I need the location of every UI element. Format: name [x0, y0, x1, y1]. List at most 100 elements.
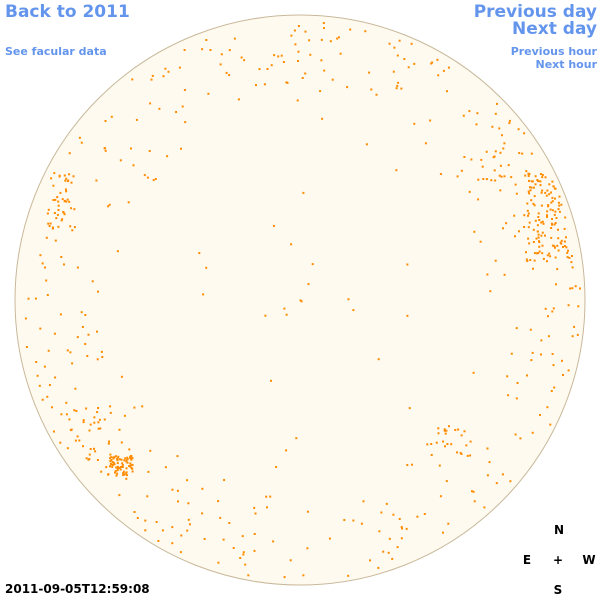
facula-speck: [130, 147, 132, 150]
next-hour-link[interactable]: Next hour: [535, 58, 598, 71]
facula-speck: [183, 49, 186, 51]
facula-speck: [277, 55, 280, 58]
facula-speck: [103, 418, 106, 421]
facula-speck: [540, 173, 542, 175]
facula-speck: [228, 522, 231, 524]
back-to-year-link[interactable]: Back to 2011: [5, 2, 130, 22]
facula-speck: [237, 98, 240, 101]
facula-speck: [413, 122, 416, 125]
facula-speck: [59, 313, 62, 316]
facula-speck: [164, 67, 167, 70]
facula-speck: [56, 213, 59, 216]
facula-speck: [555, 283, 557, 286]
facula-speck: [219, 516, 222, 519]
facula-speck: [297, 25, 300, 27]
facula-speck: [126, 461, 129, 464]
facula-speck: [217, 500, 220, 503]
facula-speck: [51, 227, 54, 230]
facula-speck: [45, 279, 48, 282]
facula-speck: [308, 39, 311, 42]
facula-speck: [148, 150, 151, 152]
facula-speck: [108, 440, 110, 443]
facula-speck: [494, 112, 497, 115]
facula-speck: [532, 186, 535, 189]
facula-speck: [534, 183, 537, 186]
facula-speck: [97, 290, 99, 293]
facula-speck: [444, 445, 446, 448]
facula-speck: [63, 213, 66, 216]
facula-speck: [556, 244, 559, 247]
facula-speck: [120, 375, 123, 378]
facula-speck: [116, 459, 119, 462]
facula-speck: [448, 425, 450, 428]
facula-speck: [551, 196, 554, 199]
facula-speck: [472, 490, 475, 493]
see-facular-data-link[interactable]: See facular data: [5, 45, 107, 58]
facula-speck: [445, 480, 448, 483]
facula-speck: [550, 390, 553, 392]
previous-hour-link[interactable]: Previous hour: [510, 45, 597, 58]
facula-speck: [526, 209, 529, 212]
facula-speck: [540, 191, 543, 194]
facula-speck: [131, 467, 134, 470]
facula-speck: [65, 190, 68, 193]
facula-speck: [541, 244, 544, 247]
facula-speck: [460, 434, 463, 437]
facula-speck: [525, 251, 527, 254]
facula-speck: [113, 463, 116, 466]
facula-speck: [110, 459, 113, 461]
facula-speck: [544, 234, 546, 237]
previous-day-link[interactable]: Previous day: [473, 2, 597, 22]
facula-speck: [533, 204, 536, 207]
facula-speck: [488, 461, 491, 464]
facula-speck: [69, 225, 72, 228]
facula-speck: [128, 465, 131, 467]
facula-speck: [472, 371, 475, 374]
facula-speck: [99, 427, 102, 430]
facula-speck: [70, 207, 73, 210]
facula-speck: [534, 219, 537, 222]
facula-speck: [319, 90, 322, 93]
facula-speck: [112, 461, 115, 464]
facula-speck: [266, 68, 269, 70]
facula-speck: [54, 198, 57, 201]
facula-speck: [100, 470, 103, 473]
facula-speck: [405, 527, 408, 530]
facula-speck: [559, 241, 562, 244]
facula-speck: [526, 374, 528, 377]
facula-speck: [406, 263, 409, 266]
facula-speck: [539, 180, 542, 183]
facula-speck: [515, 397, 518, 400]
facula-speck: [529, 186, 531, 189]
facula-speck: [549, 423, 552, 426]
next-day-link[interactable]: Next day: [512, 19, 597, 39]
facula-speck: [76, 266, 79, 269]
facula-speck: [457, 428, 460, 431]
facula-speck: [544, 191, 547, 194]
facula-speck: [343, 519, 346, 521]
facula-speck: [78, 136, 81, 139]
facula-speck: [39, 254, 42, 257]
facula-speck: [109, 460, 112, 463]
facula-speck: [466, 454, 469, 457]
facula-speck: [565, 236, 567, 239]
facula-speck: [369, 559, 371, 562]
facula-speck: [107, 205, 110, 208]
facula-speck: [527, 214, 529, 217]
facula-speck: [547, 335, 550, 338]
observation-timestamp: 2011-09-05T12:59:08: [5, 582, 150, 596]
facula-speck: [131, 78, 134, 81]
facula-speck: [304, 30, 307, 33]
facula-speck: [85, 407, 88, 410]
facula-speck: [93, 447, 95, 450]
facula-speck: [66, 180, 69, 183]
facula-speck: [400, 537, 403, 540]
facula-speck: [164, 466, 167, 469]
facula-speck: [35, 361, 38, 363]
facula-speck: [554, 197, 556, 200]
facula-speck: [527, 175, 530, 177]
facula-speck: [54, 239, 57, 242]
facula-speck: [532, 267, 534, 270]
facula-speck: [500, 175, 503, 178]
facula-speck: [130, 464, 133, 467]
